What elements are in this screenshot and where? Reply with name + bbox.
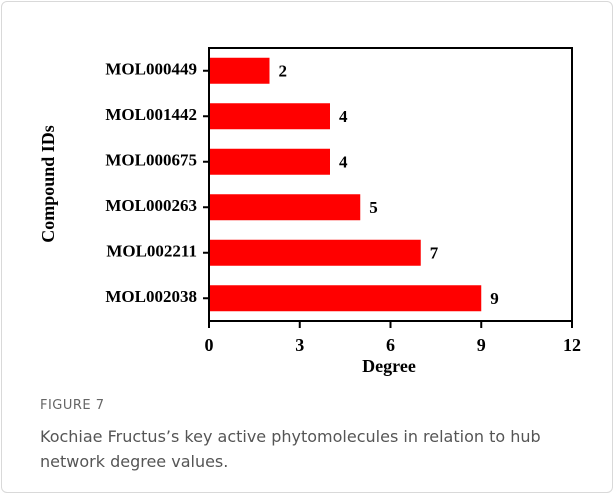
data-label: 5	[369, 198, 378, 217]
figure-label: FIGURE 7	[40, 398, 105, 413]
bar	[209, 103, 330, 130]
y-tick-label: MOL001442	[105, 105, 197, 124]
data-label: 4	[339, 153, 348, 172]
x-tick-label: 9	[477, 335, 486, 355]
y-tick-label: MOL000449	[105, 60, 197, 79]
bar	[209, 194, 361, 221]
chart: Degree Compound IDs 0 3 6 9 12 MOL000449 2 MOL0…	[38, 47, 581, 376]
x-tick-label: 12	[563, 335, 581, 355]
x-axis-label: Degree	[362, 356, 416, 376]
data-label: 9	[490, 289, 499, 308]
data-label: 4	[339, 107, 348, 126]
bar	[209, 285, 482, 312]
bar	[209, 239, 421, 266]
y-axis-label: Compound IDs	[38, 125, 58, 243]
bar	[209, 57, 270, 84]
data-label: 2	[279, 62, 288, 81]
x-tick-label: 6	[386, 335, 395, 355]
x-tick-label: 0	[205, 335, 214, 355]
y-tick-label: MOL002211	[106, 242, 197, 261]
bar	[209, 148, 330, 175]
y-tick-label: MOL000263	[105, 196, 197, 215]
y-tick-label: MOL002038	[105, 287, 197, 306]
x-tick-label: 3	[295, 335, 304, 355]
y-tick-label: MOL000675	[105, 151, 197, 170]
figure-caption: Kochiae Fructus’s key active phytomolecu…	[40, 427, 541, 471]
plot-frame	[208, 47, 573, 322]
data-label: 7	[430, 244, 439, 263]
